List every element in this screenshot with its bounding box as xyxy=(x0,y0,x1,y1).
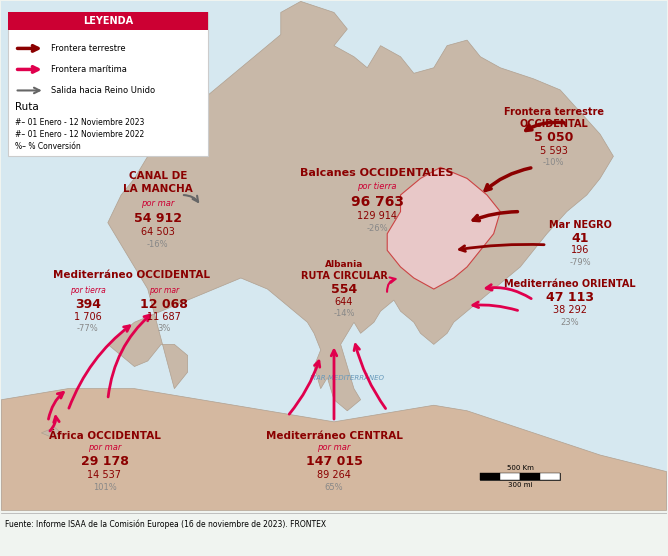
Polygon shape xyxy=(387,167,500,289)
Bar xyxy=(520,473,540,480)
Text: 12 068: 12 068 xyxy=(140,297,188,310)
Text: #– 01 Enero - 12 Noviembre 2022: #– 01 Enero - 12 Noviembre 2022 xyxy=(15,130,144,139)
Bar xyxy=(8,12,208,30)
Text: 5 050: 5 050 xyxy=(534,131,573,144)
Bar xyxy=(500,473,520,480)
Text: por tierra: por tierra xyxy=(70,286,106,295)
Text: -14%: -14% xyxy=(333,310,355,319)
Text: 14 537: 14 537 xyxy=(88,470,122,480)
Text: por mar: por mar xyxy=(317,443,351,453)
Text: 29 178: 29 178 xyxy=(81,455,128,468)
Polygon shape xyxy=(101,68,128,101)
Text: 65%: 65% xyxy=(325,483,343,492)
Text: 129 914: 129 914 xyxy=(357,211,397,221)
Text: Albania: Albania xyxy=(325,260,363,269)
Text: Frontera terrestre: Frontera terrestre xyxy=(51,44,126,53)
Text: por tierra: por tierra xyxy=(357,182,397,191)
Text: 394: 394 xyxy=(75,297,101,310)
Text: 300 mi: 300 mi xyxy=(508,483,532,489)
Text: 1 706: 1 706 xyxy=(74,312,102,322)
Polygon shape xyxy=(41,428,61,439)
Text: 554: 554 xyxy=(331,282,357,296)
Text: Frontera terrestre: Frontera terrestre xyxy=(504,107,603,117)
Text: Balcanes OCCIDENTALES: Balcanes OCCIDENTALES xyxy=(301,168,454,178)
Bar xyxy=(540,473,560,480)
Text: #– 01 Enero - 12 Noviembre 2023: #– 01 Enero - 12 Noviembre 2023 xyxy=(15,118,144,127)
Polygon shape xyxy=(1,389,667,510)
Text: 5 593: 5 593 xyxy=(540,146,567,156)
Text: 54 912: 54 912 xyxy=(134,212,182,225)
Polygon shape xyxy=(134,34,208,112)
Text: Frontera marítima: Frontera marítima xyxy=(51,65,127,74)
Text: por mar: por mar xyxy=(150,286,180,295)
Text: 147 015: 147 015 xyxy=(305,455,363,468)
Text: -77%: -77% xyxy=(77,324,99,334)
Text: 3%: 3% xyxy=(158,324,171,334)
Text: Mediterráneo CENTRAL: Mediterráneo CENTRAL xyxy=(266,431,402,441)
Text: Mediterráneo ORIENTAL: Mediterráneo ORIENTAL xyxy=(504,279,636,289)
Text: Salida hacia Reino Unido: Salida hacia Reino Unido xyxy=(51,86,156,95)
Text: MAR MEDITERRÁNEO: MAR MEDITERRÁNEO xyxy=(311,374,384,381)
Text: África OCCIDENTAL: África OCCIDENTAL xyxy=(49,431,160,441)
Text: %– % Conversión: %– % Conversión xyxy=(15,142,80,151)
Text: LA MANCHA: LA MANCHA xyxy=(123,185,192,195)
Text: -10%: -10% xyxy=(543,158,564,167)
Text: -26%: -26% xyxy=(367,224,388,233)
Text: 47 113: 47 113 xyxy=(546,291,594,304)
Text: Ruta: Ruta xyxy=(15,102,39,112)
Text: 41: 41 xyxy=(571,232,589,245)
Text: Mar NEGRO: Mar NEGRO xyxy=(548,220,612,230)
Text: por mar: por mar xyxy=(141,199,174,208)
Text: -79%: -79% xyxy=(569,258,591,267)
Text: OCCIDENTAL: OCCIDENTAL xyxy=(519,119,588,129)
Text: 23%: 23% xyxy=(561,318,579,327)
Text: LEYENDA: LEYENDA xyxy=(83,16,133,26)
Text: 96 763: 96 763 xyxy=(351,195,403,208)
Text: 196: 196 xyxy=(571,245,589,255)
Text: -16%: -16% xyxy=(147,240,168,249)
Text: 644: 644 xyxy=(335,297,353,307)
Text: 500 Km: 500 Km xyxy=(507,465,534,471)
Polygon shape xyxy=(108,1,613,411)
Bar xyxy=(480,473,560,480)
Text: CANAL DE: CANAL DE xyxy=(128,171,187,181)
Text: 89 264: 89 264 xyxy=(317,470,351,480)
Text: 11 687: 11 687 xyxy=(148,312,181,322)
Bar xyxy=(480,473,500,480)
Text: 64 503: 64 503 xyxy=(141,227,174,237)
Text: 101%: 101% xyxy=(93,483,116,492)
Text: Fuente: Informe ISAA de la Comisión Europea (16 de noviembre de 2023). FRONTEX: Fuente: Informe ISAA de la Comisión Euro… xyxy=(5,519,326,529)
Text: RUTA CIRCULAR: RUTA CIRCULAR xyxy=(301,271,387,281)
Text: por mar: por mar xyxy=(88,443,121,453)
Text: 38 292: 38 292 xyxy=(553,305,587,315)
Text: Mediterráneo OCCIDENTAL: Mediterráneo OCCIDENTAL xyxy=(53,270,210,280)
FancyBboxPatch shape xyxy=(8,12,208,156)
